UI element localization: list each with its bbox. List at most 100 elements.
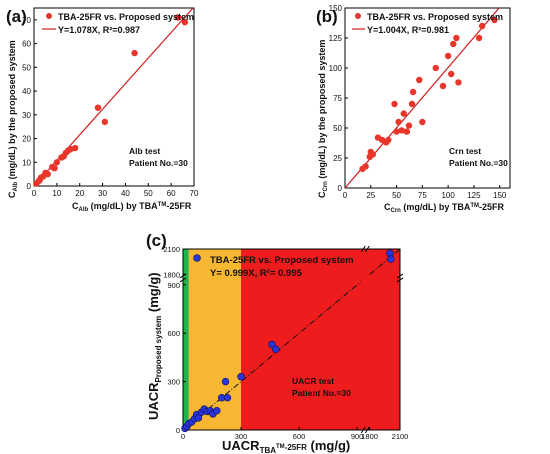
data-point <box>444 52 452 60</box>
range-band <box>241 249 400 430</box>
points-b <box>359 16 498 172</box>
y-tick-label: 150 <box>329 4 343 13</box>
axis-break-mark <box>360 426 366 434</box>
data-point <box>439 82 447 90</box>
data-point <box>369 151 377 158</box>
ylabel-c: UACRProposed system (mg/g) <box>146 272 163 420</box>
x-tick-label: 300 <box>235 432 248 441</box>
data-point <box>416 76 423 84</box>
axis-break-mark <box>179 273 187 279</box>
data-point <box>101 118 109 126</box>
data-point <box>398 127 405 134</box>
panel-label-c: (c) <box>146 231 167 250</box>
data-point <box>51 165 58 172</box>
annotation-b-2: Patient No.=30 <box>449 158 508 168</box>
y-tick-label: 0 <box>338 184 343 193</box>
data-point <box>403 128 411 135</box>
legend-series-b: TBA-25FR vs. Proposed system <box>367 12 503 22</box>
data-point <box>71 144 79 152</box>
y-tick-label: 1800 <box>163 270 180 279</box>
ylabel-a: CAlb (mg/dL) by the proposed system <box>7 40 19 198</box>
data-point <box>450 40 457 48</box>
panel-a: (a) 0 10 20 30 40 50 60 70 0 10 20 30 40 50 60 70 TBA-2… <box>6 7 199 213</box>
data-point <box>453 34 460 42</box>
x-tick-label: 0 <box>32 189 37 198</box>
points-c <box>181 249 395 433</box>
y-tick-label: 50 <box>333 124 342 133</box>
x-tick-label: 60 <box>167 189 176 198</box>
plot-frame-c <box>182 248 401 431</box>
y-tick-label: 100 <box>329 64 343 73</box>
x-tick-label: 2100 <box>392 432 409 441</box>
ticks-b: 0 25 50 75 100 125 150 0 25 50 75 100 125 150 <box>329 4 507 200</box>
data-point <box>223 394 232 402</box>
y-tick-label: 2100 <box>163 245 180 254</box>
annotation-c-1: UACR test <box>292 376 334 386</box>
data-point <box>94 104 102 111</box>
data-point <box>448 70 455 78</box>
y-tick-label: 10 <box>22 158 31 167</box>
y-tick-label: 60 <box>22 40 31 49</box>
legend-fit-b: Y=1.004X, R²=0.981 <box>367 25 449 35</box>
plot-frame-a <box>33 7 195 187</box>
y-tick-label: 600 <box>167 329 180 338</box>
x-tick-label: 900 <box>351 432 364 441</box>
data-point <box>432 64 439 72</box>
x-tick-label: 75 <box>418 191 427 200</box>
x-tick-label: 50 <box>392 191 401 200</box>
axis-break-mark <box>396 273 404 279</box>
data-point <box>409 88 417 96</box>
x-tick-label: 70 <box>190 189 199 198</box>
y-tick-label: 30 <box>22 111 31 120</box>
data-point <box>131 49 138 57</box>
x-tick-label: 30 <box>98 189 107 198</box>
panel-b: (b) 0 25 50 75 100 125 150 0 25 50 75 100 125 150 TBA… <box>316 4 511 214</box>
fit-line-c <box>182 281 362 431</box>
y-tick-label: 75 <box>333 94 342 103</box>
x-tick-label: 1800 <box>361 432 378 441</box>
data-point <box>455 79 462 86</box>
x-tick-label: 125 <box>467 191 481 200</box>
data-point <box>408 100 416 108</box>
panel-label-b: (b) <box>316 7 338 26</box>
data-point <box>272 345 280 354</box>
data-point <box>213 406 221 415</box>
data-point <box>475 34 483 42</box>
points-a <box>33 14 189 187</box>
axis-break-mark <box>364 245 370 253</box>
ticks-a: 0 10 20 30 40 50 60 70 0 10 20 30 40 50 60 70 <box>22 16 199 198</box>
axis-break-mark <box>396 277 404 283</box>
data-point <box>387 255 395 263</box>
data-point <box>478 22 486 30</box>
data-point <box>419 118 426 126</box>
x-tick-label: 600 <box>293 432 306 441</box>
legend-marker-b <box>355 13 361 19</box>
xlabel-c: UACRTBATM-25FR (mg/g) <box>222 438 350 454</box>
y-tick-label: 0 <box>27 182 32 191</box>
y-tick-label: 300 <box>167 378 180 387</box>
data-point <box>400 110 407 117</box>
data-point <box>174 14 182 21</box>
legend-fit-c: Y= 0.999X, R²= 0.995 <box>210 268 303 279</box>
data-point <box>53 159 61 166</box>
axis-break-mark <box>179 277 187 283</box>
data-point <box>393 128 400 135</box>
x-tick-label: 50 <box>144 189 153 198</box>
bands-c <box>183 249 400 430</box>
x-tick-label: 100 <box>441 191 455 200</box>
y-tick-label: 0 <box>176 426 180 435</box>
xlabel-b: CCrn (mg/dL) by TBATM-25FR <box>384 202 505 214</box>
fit-line-c-upper <box>369 248 401 275</box>
annotation-a-1: Alb test <box>129 146 160 156</box>
data-point <box>268 340 276 349</box>
y-tick-label: 40 <box>22 87 31 96</box>
xlabel-a: CAlb (mg/dL) by TBATM-25FR <box>72 201 192 213</box>
x-tick-label: 10 <box>52 189 61 198</box>
y-tick-label: 20 <box>22 135 31 144</box>
y-tick-label: 900 <box>167 281 180 290</box>
axis-break-mark <box>364 426 370 434</box>
legend-marker-a <box>46 13 52 19</box>
